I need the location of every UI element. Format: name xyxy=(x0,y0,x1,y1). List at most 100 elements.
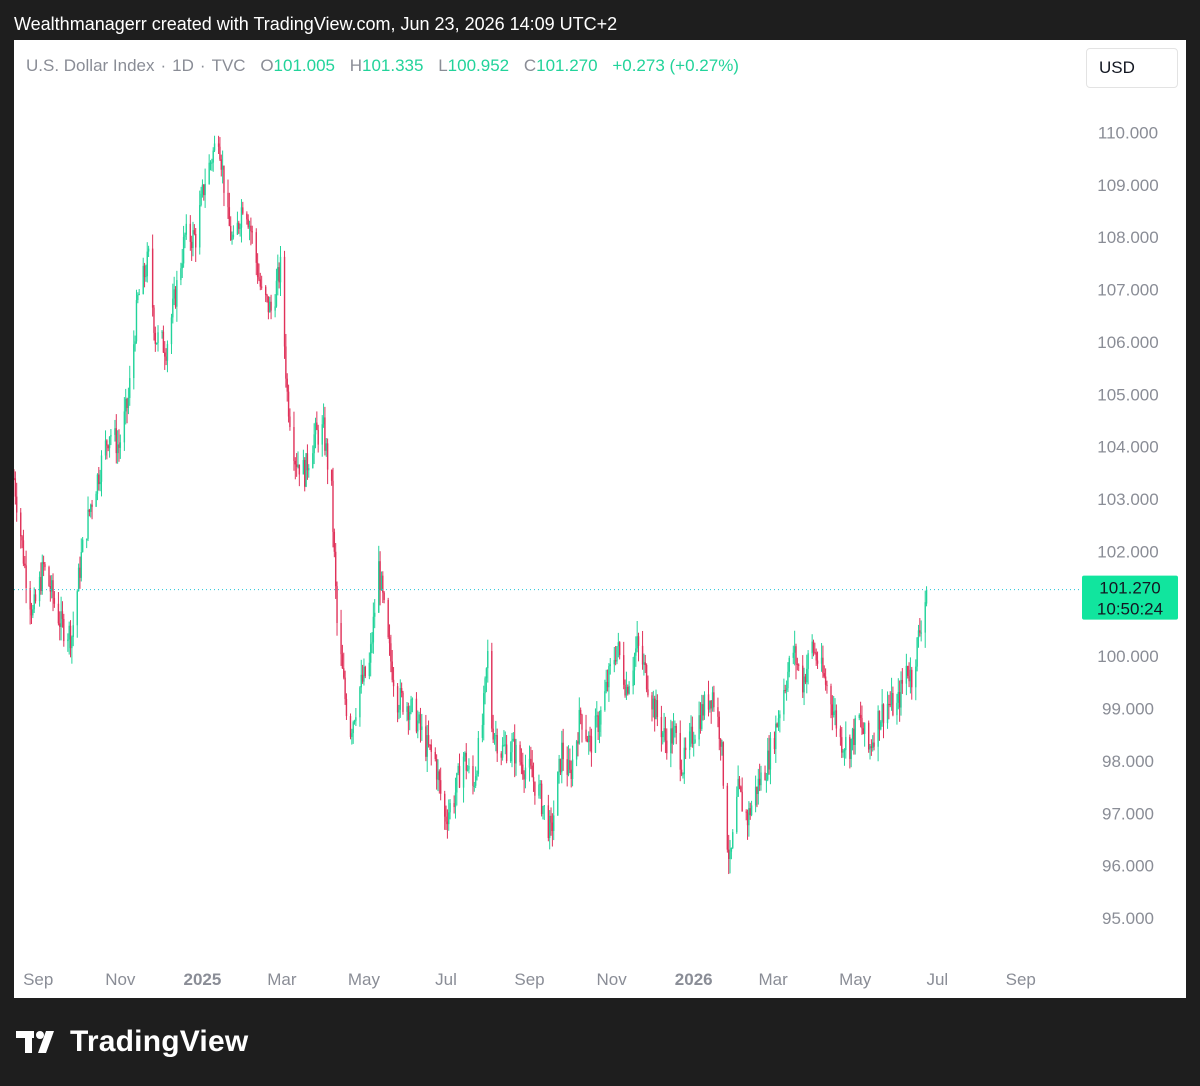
candle xyxy=(540,780,543,817)
candle xyxy=(409,705,411,731)
candle xyxy=(264,285,267,303)
high-value: 101.335 xyxy=(362,56,424,75)
candle xyxy=(255,228,257,276)
candle xyxy=(305,453,307,488)
candle xyxy=(600,706,602,737)
candle xyxy=(802,655,804,698)
candle xyxy=(96,473,99,501)
interval-label[interactable]: 1D xyxy=(172,56,194,75)
candle xyxy=(530,746,532,770)
candle xyxy=(916,637,918,672)
candle xyxy=(90,503,92,518)
candle xyxy=(306,444,309,480)
candle xyxy=(228,192,231,227)
candle xyxy=(391,649,393,683)
candle xyxy=(269,296,271,313)
candle xyxy=(204,168,206,208)
candle xyxy=(119,434,122,459)
candle xyxy=(832,695,835,718)
candle xyxy=(127,387,130,415)
candlestick-chart[interactable]: 111.000110.000109.000108.000107.000106.0… xyxy=(14,40,1186,998)
chart-panel[interactable]: 111.000110.000109.000108.000107.000106.0… xyxy=(14,40,1186,998)
candle xyxy=(437,759,439,792)
candle xyxy=(491,642,493,733)
candle xyxy=(126,397,128,424)
candle xyxy=(877,705,879,762)
candle xyxy=(905,653,908,696)
candle xyxy=(107,444,109,452)
candle xyxy=(741,777,743,812)
candle xyxy=(435,754,438,790)
candle xyxy=(192,221,194,257)
candle xyxy=(221,150,224,184)
candle xyxy=(472,755,474,795)
candle xyxy=(61,601,64,628)
candle xyxy=(38,571,41,607)
candle xyxy=(512,732,515,742)
candle xyxy=(392,666,395,697)
time-axis: Sep Nov 2025 Mar May Jul Sep Nov 2026 Mar May Jul Se… xyxy=(23,970,1036,989)
candle xyxy=(702,695,704,721)
candle xyxy=(662,730,664,745)
candle xyxy=(845,721,847,759)
price-tick-label: 104.000 xyxy=(1097,438,1158,457)
candle xyxy=(729,839,731,874)
currency-button[interactable]: USD xyxy=(1086,48,1178,88)
candle xyxy=(438,769,441,794)
candle xyxy=(624,679,626,698)
candle xyxy=(656,694,659,727)
symbol-name[interactable]: U.S. Dollar Index xyxy=(26,56,155,75)
time-tick-label: Sep xyxy=(514,970,544,989)
candle xyxy=(321,415,323,457)
candle xyxy=(330,469,333,486)
candle xyxy=(125,388,127,425)
candle xyxy=(468,758,470,774)
candle xyxy=(49,575,52,602)
candle xyxy=(881,689,883,727)
tradingview-logo[interactable]: TradingView xyxy=(16,1025,248,1059)
candle xyxy=(732,829,734,850)
candle xyxy=(777,710,780,731)
candle xyxy=(822,645,824,678)
candle xyxy=(476,770,478,781)
candle xyxy=(660,705,663,752)
price-tick-label: 107.000 xyxy=(1097,281,1158,300)
candle xyxy=(889,691,891,708)
candle xyxy=(841,727,843,758)
candle xyxy=(85,538,88,549)
candle xyxy=(415,692,418,734)
price-tick-label: 109.000 xyxy=(1097,176,1158,195)
candle xyxy=(577,732,579,757)
candle xyxy=(302,449,305,475)
candle xyxy=(617,632,620,658)
candle xyxy=(33,587,35,613)
candle xyxy=(873,732,875,751)
candle xyxy=(229,216,232,241)
candle xyxy=(849,734,851,769)
candle xyxy=(151,234,154,317)
candle xyxy=(77,563,80,592)
candle xyxy=(485,667,488,693)
candle xyxy=(181,248,183,279)
candle xyxy=(718,711,720,751)
candle xyxy=(313,423,315,465)
candle xyxy=(760,765,762,791)
candle xyxy=(548,810,551,850)
candle xyxy=(99,469,101,492)
candle xyxy=(820,643,823,672)
candle xyxy=(220,154,222,177)
candle xyxy=(308,464,310,478)
candle xyxy=(709,700,711,713)
candle xyxy=(453,795,455,814)
candle xyxy=(586,735,589,743)
candle xyxy=(201,179,204,198)
candle xyxy=(664,716,667,754)
candle xyxy=(382,571,384,604)
candle xyxy=(57,592,60,626)
candle xyxy=(569,748,571,774)
candle xyxy=(683,737,685,784)
candle xyxy=(41,554,43,595)
candle xyxy=(764,765,766,781)
candle xyxy=(570,760,572,788)
candle xyxy=(543,805,546,820)
